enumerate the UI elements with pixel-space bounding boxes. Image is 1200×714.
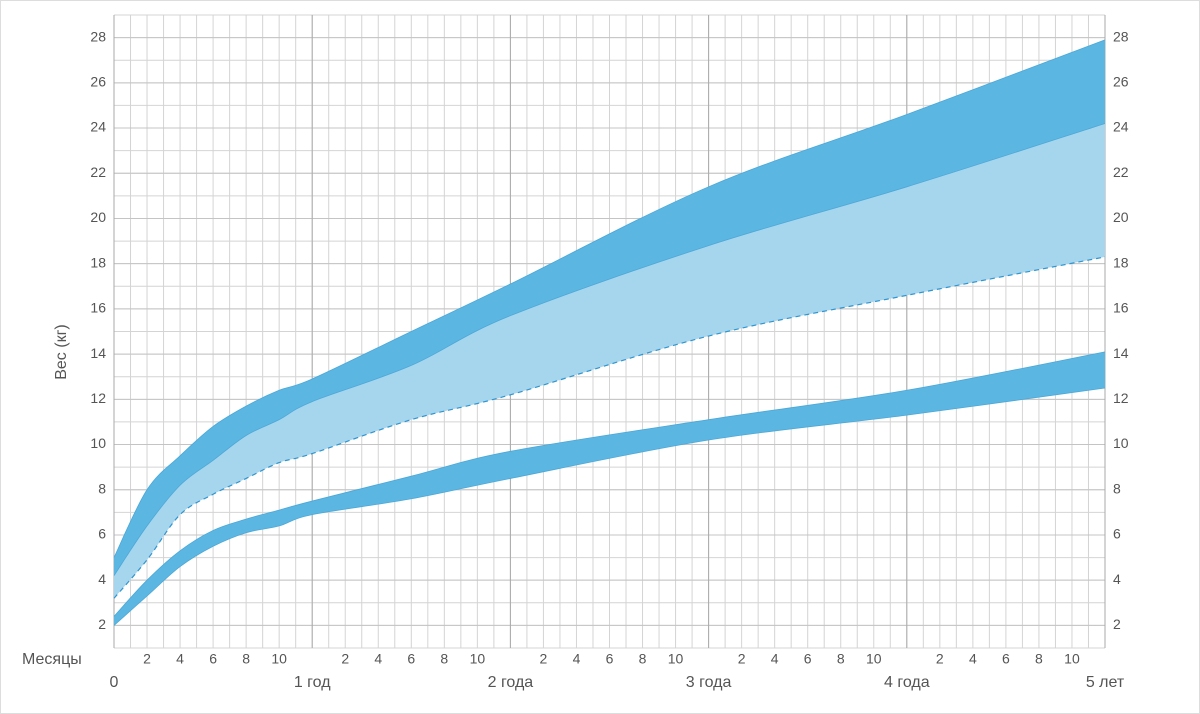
month-tick-label: 8 (242, 651, 250, 667)
y-tick-label: 10 (90, 435, 106, 451)
x-tick-label: 1 год (294, 674, 331, 691)
y2-tick-label: 28 (1113, 28, 1129, 44)
month-tick-label: 2 (341, 651, 349, 667)
y-tick-label: 14 (90, 345, 106, 361)
marks (113, 39, 1106, 626)
month-tick-label: 10 (470, 651, 486, 667)
y-tick-label: 18 (90, 254, 106, 270)
y-tick-label: 2 (98, 616, 106, 632)
month-tick-label: 4 (969, 651, 977, 667)
month-tick-label: 6 (804, 651, 812, 667)
y-tick-label: 28 (90, 28, 106, 44)
month-tick-label: 6 (1002, 651, 1010, 667)
month-tick-label: 10 (1064, 651, 1080, 667)
y2-tick-label: 20 (1113, 209, 1129, 225)
month-tick-label: 4 (771, 651, 779, 667)
y2-tick-label: 8 (1113, 480, 1121, 496)
y2-tick-label: 2 (1113, 616, 1121, 632)
boundary-line (113, 351, 1106, 617)
month-tick-label: 8 (837, 651, 845, 667)
month-tick-label: 6 (407, 651, 415, 667)
month-tick-label: 2 (143, 651, 151, 667)
month-tick-label: 2 (738, 651, 746, 667)
boundary-line (113, 387, 1106, 626)
month-tick-label: 10 (866, 651, 882, 667)
y2-tick-label: 24 (1113, 119, 1129, 135)
y-tick-label: 24 (90, 119, 106, 135)
y2-tick-label: 18 (1113, 254, 1129, 270)
y2-tick-label: 4 (1113, 571, 1121, 587)
y2-tick-label: 22 (1113, 164, 1129, 180)
y2-tick-label: 12 (1113, 390, 1129, 406)
y2-tick-label: 26 (1113, 74, 1129, 90)
boundary-line (113, 39, 1106, 558)
month-tick-label: 4 (176, 651, 184, 667)
x-axis-label: Месяцы (22, 651, 82, 668)
month-tick-label: 10 (668, 651, 684, 667)
y2-tick-label: 16 (1113, 300, 1129, 316)
y-tick-label: 12 (90, 390, 106, 406)
boundary-line (113, 123, 1106, 576)
band (114, 123, 1105, 599)
month-tick-label: 6 (606, 651, 614, 667)
month-tick-label: 8 (440, 651, 448, 667)
month-tick-label: 2 (540, 651, 548, 667)
y-tick-label: 4 (98, 571, 106, 587)
month-tick-label: 4 (374, 651, 382, 667)
month-tick-label: 8 (1035, 651, 1043, 667)
y2-tick-label: 6 (1113, 526, 1121, 542)
x-tick-label: 2 года (488, 674, 534, 691)
month-tick-label: 4 (573, 651, 581, 667)
month-tick-label: 8 (639, 651, 647, 667)
y-tick-label: 16 (90, 300, 106, 316)
month-tick-label: 10 (271, 651, 287, 667)
y-tick-label: 22 (90, 164, 106, 180)
median-line (113, 256, 1106, 599)
y-tick-label: 26 (90, 74, 106, 90)
x-tick-label: 4 года (884, 674, 930, 691)
month-tick-label: 2 (936, 651, 944, 667)
month-tick-label: 6 (209, 651, 217, 667)
y2-tick-label: 14 (1113, 345, 1129, 361)
band (114, 351, 1105, 626)
y-tick-label: 8 (98, 480, 106, 496)
band (114, 39, 1105, 576)
y-axis-label: Вес (кг) (53, 324, 70, 380)
x-tick-label: 5 лет (1086, 674, 1125, 691)
x-tick-label: 3 года (686, 674, 732, 691)
y-tick-label: 6 (98, 526, 106, 542)
y-tick-label: 20 (90, 209, 106, 225)
y2-tick-label: 10 (1113, 435, 1129, 451)
x-tick-label: 0 (110, 674, 119, 691)
